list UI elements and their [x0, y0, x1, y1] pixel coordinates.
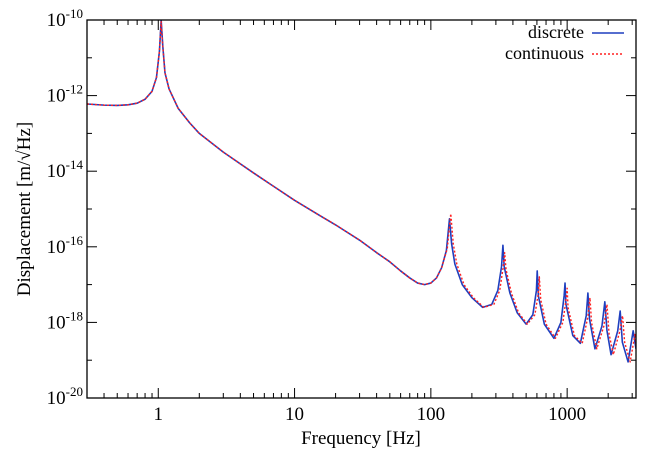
legend-label-continuous: continuous [505, 43, 584, 63]
x-tick-label: 1000 [548, 404, 586, 425]
x-tick-label: 10 [285, 404, 304, 425]
x-tick-label: 1 [154, 404, 164, 425]
series-group [87, 20, 636, 363]
series-line-discrete [87, 20, 636, 363]
x-tick-label: 100 [417, 404, 446, 425]
y-axis-label: Displacement [m/√Hz] [14, 122, 35, 297]
y-tick-label: 10-14 [47, 157, 84, 182]
y-tick-label: 10-12 [47, 82, 83, 107]
y-tick-label: 10-18 [47, 308, 83, 333]
y-tick-label: 10-10 [47, 6, 83, 31]
plot-lines [87, 20, 636, 363]
legend-label-discrete: discrete [528, 22, 584, 42]
series-line-continuous [87, 21, 636, 363]
y-tick-label: 10-20 [47, 384, 83, 409]
legend: discrete continuous [505, 22, 624, 63]
x-axis-label: Frequency [Hz] [301, 428, 421, 449]
ticks [86, 19, 636, 399]
plot-frame [86, 19, 637, 399]
y-tick-label: 10-16 [47, 233, 84, 258]
tick-labels: 1 10 100 1000 10-10 10-12 10-14 10-16 10-18 10-20 [47, 6, 586, 425]
